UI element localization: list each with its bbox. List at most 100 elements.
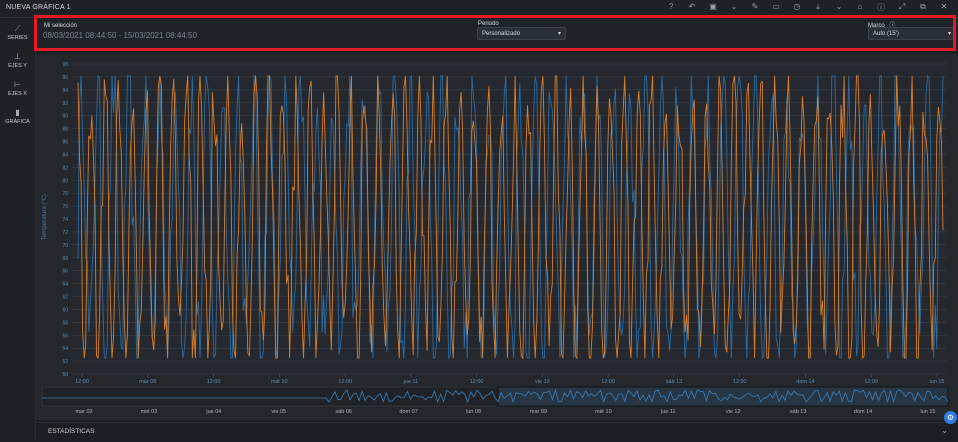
chevron-down-icon[interactable]: ⌄ — [941, 426, 948, 435]
series-line-2 — [77, 75, 944, 360]
y-tick-label: 52 — [62, 359, 68, 365]
caret-down-icon: ▾ — [557, 31, 561, 37]
frame-label-text: Marco — [868, 23, 885, 29]
sidebar-item-series[interactable]: ⟋ SERIES — [0, 18, 35, 46]
navigator-tick-label: mié 03 — [141, 409, 158, 415]
frame-select[interactable]: Auto (15') ▾ — [868, 27, 956, 40]
x-axis-icon: ⊢ — [14, 79, 21, 89]
info-icon[interactable]: ⓘ — [877, 3, 885, 12]
y-tick-label: 96 — [62, 75, 68, 81]
x-tick-label: mié 10 — [271, 379, 288, 385]
chart-svg[interactable]: 98 96 94 92 90 88 86 84 82 80 78 76 74 72 70 68 66 64 62 60… — [36, 54, 958, 420]
sidebar-item-label: SERIES — [7, 34, 28, 41]
navigator-tick-label: dom 14 — [854, 409, 872, 415]
navigator-tick-label: mié 10 — [595, 409, 612, 415]
navigator-tick-label: jue 04 — [205, 409, 221, 415]
y-tick-label: 92 — [62, 101, 68, 107]
y-tick-label: 60 — [62, 307, 68, 313]
y-tick-label: 82 — [62, 165, 68, 171]
download-icon[interactable]: ⤓ — [816, 2, 820, 11]
y-tick-label: 74 — [62, 217, 68, 223]
navigator-tick-label: lun 15 — [921, 409, 936, 415]
settings-fab-icon[interactable]: ⚙ — [944, 411, 957, 424]
info-icon[interactable]: ⓘ — [889, 23, 896, 29]
navigator-tick-label: lun 08 — [466, 409, 481, 415]
sidebar-item-label: EJES Y — [8, 62, 27, 69]
x-tick-label: sáb 13 — [666, 379, 683, 385]
toolbar: ? ↶ ▣ ⌄ ✎ ▭ ◷ ⤓ ⌄ ⌂ ⓘ ⤢ ⧉ ✕ — [665, 2, 950, 13]
selection-range[interactable]: 08/03/2021 08:44:50 - 15/03/2021 08:44:5… — [43, 31, 197, 40]
y-tick-label: 56 — [62, 333, 68, 339]
selection-label: Mi selección — [44, 23, 78, 29]
navigator-tick-label: vie 12 — [726, 409, 741, 415]
close-icon[interactable]: ✕ — [940, 2, 948, 11]
series-icon: ⟋ — [14, 23, 21, 33]
save-icon[interactable]: ▣ — [709, 2, 717, 11]
frame-label: Marco ⓘ — [868, 20, 895, 29]
navigator-selection — [497, 386, 949, 407]
chevron-down-icon[interactable]: ⌄ — [730, 2, 738, 11]
navigator-tick-label: sáb 06 — [335, 409, 352, 415]
sidebar-item-chart[interactable]: ▮ GRÁFICA — [0, 102, 35, 130]
x-tick-label: jue 11 — [403, 379, 419, 385]
x-tick-label: dom 14 — [796, 379, 814, 385]
x-tick-label: mar 09 — [139, 379, 156, 385]
y-tick-label: 94 — [62, 88, 68, 94]
help-icon[interactable]: ? — [668, 2, 674, 11]
x-tick-label: 12:00 — [338, 379, 352, 385]
x-tick-label: 12:00 — [864, 379, 878, 385]
period-select[interactable]: Personalizado ▾ — [477, 27, 566, 40]
y-tick-label: 78 — [62, 191, 68, 197]
x-tick-label: lun 15 — [930, 379, 945, 385]
caret-down-icon: ▾ — [947, 31, 951, 37]
frame-value: Auto (15') — [873, 31, 899, 37]
undo-icon[interactable]: ↶ — [688, 2, 696, 11]
y-tick-label: 68 — [62, 256, 68, 262]
title-bar: NUEVA GRÁFICA 1 ? ↶ ▣ ⌄ ✎ ▭ ◷ ⤓ ⌄ ⌂ ⓘ ⤢ … — [0, 0, 958, 18]
y-tick-label: 84 — [62, 152, 68, 158]
y-tick-label: 70 — [62, 243, 68, 249]
statistics-bar[interactable]: ESTADÍSTICAS ⌄ — [36, 422, 958, 442]
y-tick-label: 58 — [62, 320, 68, 326]
navigator-tick-label: mar 02 — [75, 409, 92, 415]
statistics-label: ESTADÍSTICAS — [48, 428, 95, 435]
home-icon[interactable]: ⌂ — [857, 2, 863, 11]
navigator-tick-label: sáb 13 — [790, 409, 807, 415]
sidebar-item-x-axes[interactable]: ⊢ EJES X — [0, 74, 35, 102]
folder-icon[interactable]: ▭ — [772, 2, 780, 11]
sidebar-item-label: EJES X — [8, 90, 27, 97]
y-tick-label: 88 — [62, 127, 68, 133]
navigator-tick-label: mar 09 — [530, 409, 547, 415]
y-tick-label: 62 — [62, 295, 68, 301]
chevron-down-icon[interactable]: ⌄ — [835, 2, 843, 11]
x-tick-label: 12:00 — [207, 379, 221, 385]
y-tick-label: 66 — [62, 269, 68, 275]
period-value: Personalizado — [482, 31, 521, 37]
sidebar: ⟋ SERIES ⊥ EJES Y ⊢ EJES X ▮ GRÁFICA — [0, 18, 36, 441]
y-tick-label: 64 — [62, 282, 68, 288]
edit-icon[interactable]: ✎ — [751, 2, 759, 11]
navigator-series — [42, 388, 949, 404]
history-icon[interactable]: ◷ — [793, 2, 801, 11]
y-tick-label: 72 — [62, 230, 68, 236]
expand-icon[interactable]: ⤢ — [898, 2, 906, 11]
navigator-tick-label: vie 05 — [271, 409, 286, 415]
export-icon[interactable]: ⧉ — [920, 2, 926, 11]
y-axis-label: Temperatura (ºC) — [41, 194, 48, 240]
y-tick-label: 76 — [62, 204, 68, 210]
navigator-tick-label: jue 11 — [660, 409, 676, 415]
x-tick-label: 12:00 — [601, 379, 615, 385]
window-title: NUEVA GRÁFICA 1 — [6, 4, 71, 11]
sidebar-item-label: GRÁFICA — [5, 118, 30, 125]
x-tick-label: 12:00 — [470, 379, 484, 385]
y-tick-label: 86 — [62, 140, 68, 146]
navigator-tick-label: dom 07 — [399, 409, 417, 415]
sidebar-item-y-axes[interactable]: ⊥ EJES Y — [0, 46, 35, 74]
x-tick-label: vie 12 — [535, 379, 550, 385]
chart-area[interactable]: 98 96 94 92 90 88 86 84 82 80 78 76 74 72 70 68 66 64 62 60… — [36, 54, 958, 420]
y-tick-label: 54 — [62, 346, 68, 352]
y-tick-label: 98 — [62, 62, 68, 68]
chart-icon: ▮ — [15, 107, 20, 117]
x-tick-label: 12:00 — [75, 379, 89, 385]
y-tick-label: 90 — [62, 114, 68, 120]
